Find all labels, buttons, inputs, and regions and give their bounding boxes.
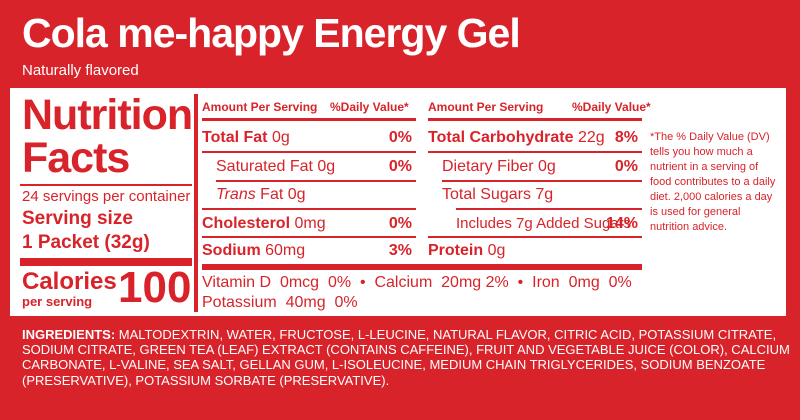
divider — [428, 236, 642, 238]
divider — [428, 151, 642, 153]
nutrient-row-total-carbohydrate: Total Carbohydrate 22g — [428, 129, 605, 147]
nutrient-row-protein: Protein 0g — [428, 242, 505, 260]
nutrient-dv: 14% — [605, 215, 638, 232]
nutrient-name: Fat — [260, 186, 284, 203]
nutrient-dv: 0% — [388, 215, 412, 232]
servings-per-container: 24 servings per container — [22, 188, 191, 205]
serving-size-value: 1 Packet (32g) — [22, 232, 150, 253]
nutrient-row-total-sugars: Total Sugars 7g — [442, 186, 553, 204]
thick-divider — [202, 264, 642, 270]
calories-per-serving: per serving — [22, 294, 93, 309]
serving-size-label: Serving size — [22, 208, 133, 229]
divider — [202, 118, 416, 121]
nutrient-dv: 0% — [388, 129, 412, 146]
nutrition-facts-panel: Nutrition Facts 24 servings per containe… — [10, 88, 786, 316]
nutrient-amount: 0g — [538, 158, 556, 175]
divider — [456, 208, 642, 210]
nutrient-row-sodium: Sodium 60mg — [202, 242, 305, 260]
amount-per-serving-header: Amount Per Serving — [202, 100, 318, 114]
divider — [442, 180, 642, 182]
nutrient-amount: 0mg — [294, 215, 326, 232]
product-subtitle: Naturally flavored — [22, 62, 139, 79]
nutrient-amount: 0g — [287, 186, 306, 203]
nutrient-amount: 0g — [271, 129, 290, 146]
daily-value-header: %Daily Value* — [330, 100, 409, 114]
daily-value-header: %Daily Value* — [572, 100, 651, 114]
heading-line-1: Nutrition — [22, 91, 193, 139]
divider — [216, 180, 416, 182]
vitamins-minerals-line-1: Vitamin D 0mcg 0% • Calcium 20mg 2% • Ir… — [202, 274, 632, 291]
ingredients-text: INGREDIENTS: MALTODEXTRIN, WATER, FRUCTO… — [22, 327, 792, 388]
ingredients-label: INGREDIENTS: — [22, 327, 116, 342]
daily-value-footnote: *The % Daily Value (DV) tells you how mu… — [650, 131, 776, 233]
nutrient-name: Protein — [428, 242, 484, 259]
amount-per-serving-header: Amount Per Serving — [428, 100, 544, 114]
divider — [202, 151, 416, 153]
nutrient-name: Cholesterol — [202, 215, 291, 232]
nutrition-facts-heading: Nutrition Facts — [22, 91, 193, 182]
heading-line-2: Facts — [22, 134, 130, 182]
nutrient-row-dietary-fiber: Dietary Fiber 0g — [442, 158, 556, 176]
nutrient-name: Added Sugars — [536, 215, 632, 232]
nutrient-prefix: Includes — [456, 215, 512, 232]
nutrient-name: Total Fat — [202, 129, 268, 146]
divider — [20, 184, 192, 186]
product-title: Cola me-happy Energy Gel — [22, 10, 521, 56]
nutrient-name: Saturated Fat — [216, 158, 313, 175]
divider — [428, 118, 642, 121]
nutrient-name: Total Sugars — [442, 186, 531, 203]
column-divider — [194, 94, 198, 312]
nutrient-row-trans-fat: Trans Fat 0g — [216, 186, 306, 204]
calories-value: 100 — [118, 263, 192, 312]
calories-label: Calories — [22, 268, 117, 295]
nutrient-amount: 7g — [535, 186, 554, 203]
nutrient-row-added-sugars: Includes 7g Added Sugars — [456, 215, 631, 233]
nutrient-dv: 0% — [388, 158, 412, 175]
thick-divider — [20, 258, 192, 266]
nutrient-name-italic: Trans — [216, 186, 256, 203]
divider — [202, 208, 416, 210]
nutrient-dv: 0% — [614, 158, 638, 175]
nutrient-row-saturated-fat: Saturated Fat 0g — [216, 158, 335, 176]
nutrient-name: Dietary Fiber — [442, 158, 534, 175]
nutrient-amount: 60mg — [265, 242, 306, 259]
nutrient-row-total-fat: Total Fat 0g — [202, 129, 290, 147]
vitamins-minerals-line-2: Potassium 40mg 0% — [202, 294, 358, 311]
nutrient-row-cholesterol: Cholesterol 0mg — [202, 215, 326, 233]
nutrient-name: Total Carbohydrate — [428, 129, 574, 146]
nutrient-amount: 0g — [487, 242, 506, 259]
nutrient-dv: 3% — [388, 242, 412, 259]
nutrient-name: Sodium — [202, 242, 261, 259]
nutrient-amount: 0g — [317, 158, 336, 175]
nutrient-amount: 22g — [577, 129, 605, 146]
nutrient-amount: 7g — [516, 215, 533, 232]
divider — [202, 236, 416, 238]
nutrient-dv: 8% — [614, 129, 638, 146]
ingredients-list: MALTODEXTRIN, WATER, FRUCTOSE, L-LEUCINE… — [22, 327, 790, 388]
